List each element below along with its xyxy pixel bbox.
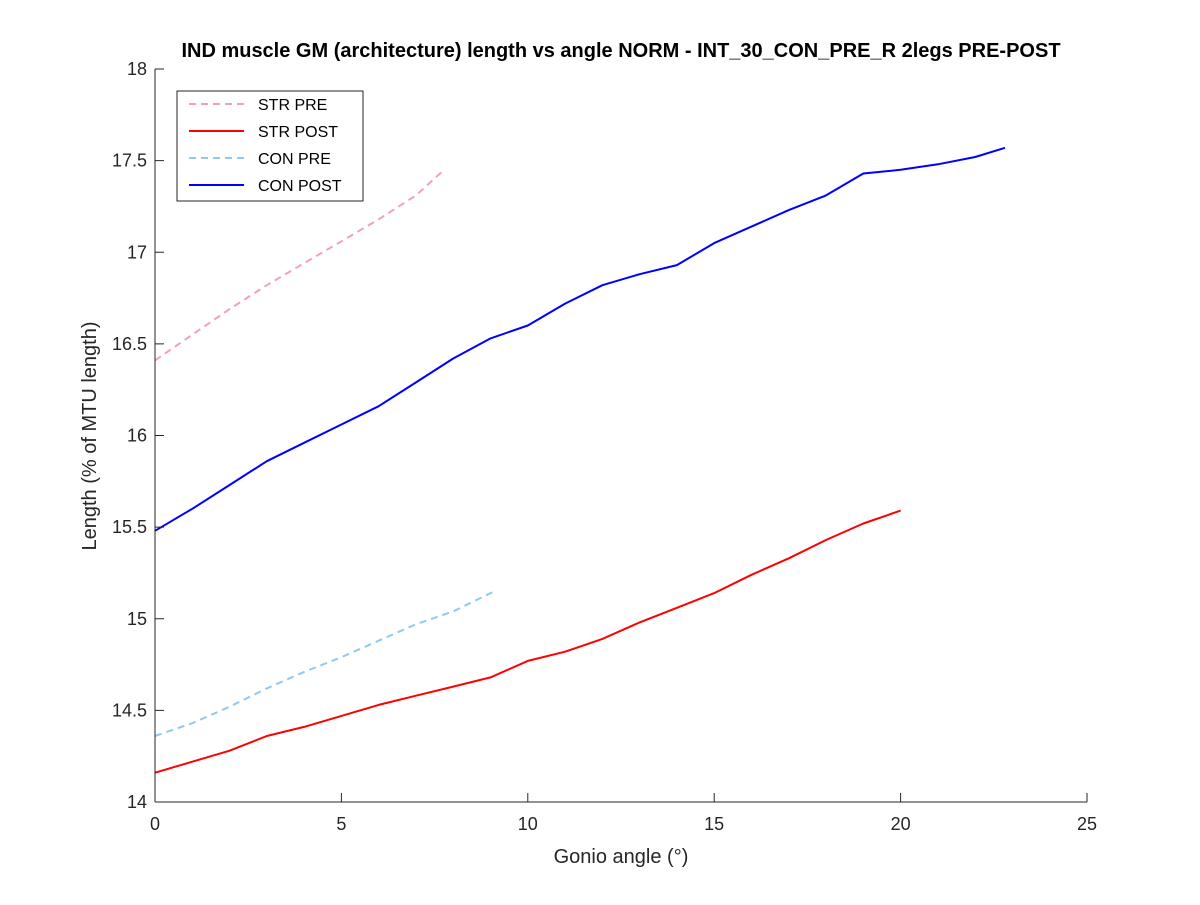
x-axis-label: Gonio angle (°) xyxy=(554,846,689,868)
x-tick-label: 15 xyxy=(704,814,724,834)
y-tick-label: 17 xyxy=(127,242,147,262)
x-tick-label: 0 xyxy=(150,814,160,834)
y-tick-label: 15.5 xyxy=(112,517,147,537)
x-ticks: 0 5 10 15 20 25 xyxy=(150,793,1097,834)
legend-label-3: CON POST xyxy=(258,178,342,195)
series-line-1 xyxy=(154,509,901,774)
series-line-2 xyxy=(154,590,495,737)
x-tick-label: 25 xyxy=(1077,814,1097,834)
series-line-3 xyxy=(154,146,1006,532)
y-tick-label: 14 xyxy=(127,792,147,812)
legend-label-1: STR POST xyxy=(258,124,338,141)
legend-box xyxy=(176,90,364,202)
y-tick-label: 16.5 xyxy=(112,334,147,354)
legend-label-2: CON PRE xyxy=(258,151,331,168)
x-tick-label: 5 xyxy=(336,814,346,834)
legend: STR PRE STR POST CON PRE CON POST xyxy=(176,90,364,202)
x-tick-label: 10 xyxy=(518,814,538,834)
x-tick-label: 20 xyxy=(891,814,911,834)
y-tick-label: 16 xyxy=(127,426,147,446)
series-line-0 xyxy=(154,170,443,362)
y-tick-label: 17.5 xyxy=(112,151,147,171)
series-layer xyxy=(154,146,1006,774)
y-tick-label: 18 xyxy=(127,59,147,79)
legend-items: STR PRE STR POST CON PRE CON POST xyxy=(189,97,342,195)
chart-title: IND muscle GM (architecture) length vs a… xyxy=(181,40,1060,62)
legend-label-0: STR PRE xyxy=(258,97,327,114)
y-tick-label: 15 xyxy=(127,609,147,629)
y-axis-label: Length (% of MTU length) xyxy=(79,322,101,551)
y-ticks: 14 14.5 15 15.5 16 16.5 17 17.5 18 xyxy=(112,59,164,812)
y-tick-label: 14.5 xyxy=(112,700,147,720)
